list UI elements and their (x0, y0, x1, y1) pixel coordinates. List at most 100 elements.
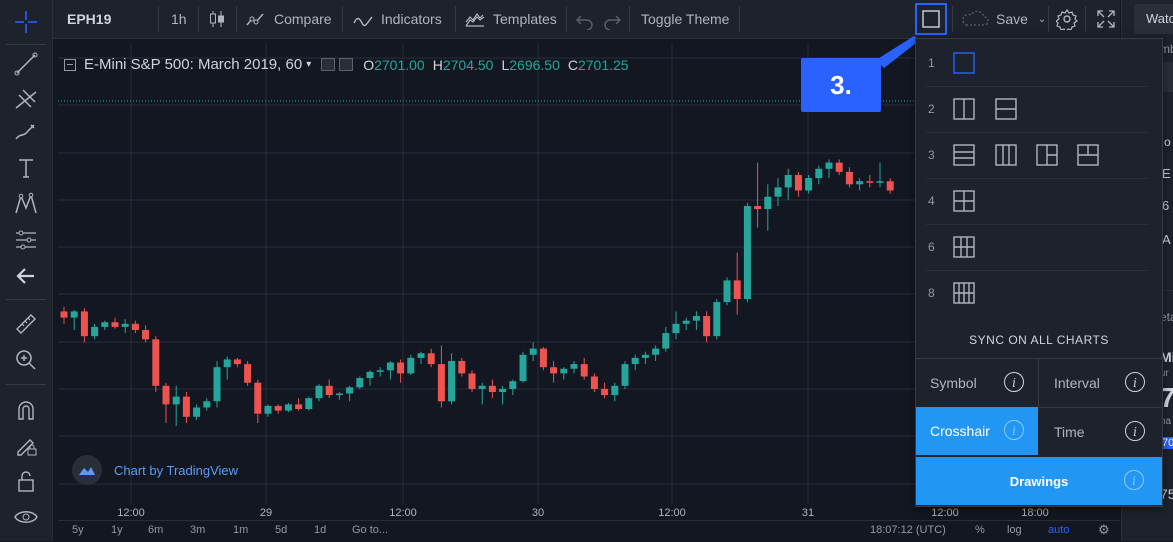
drawing-toolbar (0, 0, 53, 541)
candle-body (580, 364, 588, 377)
candle-body (703, 316, 711, 337)
layout-3-columns-icon[interactable] (994, 143, 1018, 167)
layout-button[interactable] (915, 3, 947, 35)
sync-interval-toggle[interactable]: Interval i (1039, 358, 1162, 407)
layout-1-icon[interactable] (952, 51, 976, 75)
candle (652, 345, 660, 361)
low-value: 2696.50 (509, 56, 560, 73)
info-icon[interactable]: i (1004, 372, 1024, 392)
candle (60, 306, 68, 324)
candle (325, 379, 333, 399)
time-axis-label: 29 (260, 507, 272, 519)
candle (754, 162, 762, 228)
compare-label: Compare (274, 11, 332, 27)
crosshair-icon[interactable] (8, 4, 44, 40)
layout-3-rows-icon[interactable] (952, 143, 976, 167)
compare-button[interactable]: Compare (244, 0, 332, 38)
symbol-search[interactable]: EPH19 (67, 11, 112, 27)
pitchfork-icon[interactable] (8, 80, 44, 116)
range-1m[interactable]: 1m (233, 524, 249, 536)
candle (570, 361, 578, 374)
layout-4-icon[interactable] (952, 189, 976, 213)
sync-drawings-toggle[interactable]: Drawings i (916, 457, 1162, 505)
candle-body (641, 354, 649, 358)
info-icon[interactable]: i (1124, 470, 1144, 490)
chevron-down-icon[interactable]: ⌄ (1037, 13, 1047, 25)
candle-body (754, 206, 762, 210)
candle (856, 178, 864, 191)
gear-icon[interactable]: ⚙ (1098, 522, 1110, 537)
candle-body (652, 348, 660, 355)
brush-icon[interactable] (8, 114, 44, 150)
series-menu-icon[interactable]: ▾ (306, 59, 312, 70)
info-icon[interactable]: i (1004, 420, 1024, 440)
range-5d[interactable]: 5d (275, 524, 288, 536)
collapse-icon[interactable] (64, 58, 76, 71)
trend-line-icon[interactable] (8, 46, 44, 82)
watchlist-tab[interactable]: Watc (1134, 4, 1173, 34)
watermark-text: Chart by TradingView (114, 462, 239, 478)
save-button[interactable]: Save ⌄ (960, 0, 1046, 38)
candle-body (866, 181, 874, 183)
candle-body (733, 280, 741, 299)
sync-crosshair-toggle[interactable]: Crosshair i (916, 407, 1038, 455)
candle (764, 184, 772, 231)
range-5y[interactable]: 5y (72, 524, 84, 536)
range-3m[interactable]: 3m (190, 524, 206, 536)
clock[interactable]: 18:07:12 (UTC) (870, 524, 946, 536)
interval-button[interactable]: 1h (171, 11, 187, 27)
magnet-icon[interactable] (8, 392, 44, 428)
close-label: C (567, 56, 578, 73)
sync-time-toggle[interactable]: Time i (1039, 407, 1162, 456)
log-toggle[interactable]: log (1007, 524, 1022, 536)
candle (580, 357, 588, 380)
layout-3-top-split-icon[interactable] (1076, 143, 1100, 167)
layout-2-vertical-icon[interactable] (952, 97, 976, 121)
info-icon[interactable]: i (1125, 372, 1145, 392)
back-arrow-icon[interactable] (8, 258, 44, 294)
eye-toggle-icon[interactable] (321, 58, 336, 71)
unlock-icon[interactable] (8, 463, 44, 499)
candle (193, 404, 201, 420)
range-1y[interactable]: 1y (111, 524, 123, 536)
eye-icon[interactable] (8, 499, 44, 535)
candle-body (845, 171, 853, 185)
candle-body (233, 359, 241, 365)
range-6m[interactable]: 6m (148, 524, 164, 536)
candle (560, 367, 568, 380)
tradingview-watermark[interactable]: Chart by TradingView (72, 455, 238, 485)
layout-6-icon[interactable] (952, 235, 976, 259)
time-axis-label: 18:00 (1021, 507, 1049, 519)
undo-button[interactable] (574, 0, 596, 38)
templates-button[interactable]: Templates (464, 0, 557, 38)
pattern-icon[interactable] (8, 186, 44, 222)
zoom-in-icon[interactable] (8, 342, 44, 378)
candle-body (91, 326, 99, 337)
sync-symbol-toggle[interactable]: Symbol i (916, 358, 1039, 407)
layout-8-icon[interactable] (952, 281, 976, 305)
redo-button[interactable] (601, 0, 623, 38)
layout-3-left-split-icon[interactable] (1035, 143, 1059, 167)
toggle-theme-button[interactable]: Toggle Theme (641, 11, 730, 27)
layout-2-horizontal-icon[interactable] (994, 97, 1018, 121)
fullscreen-button[interactable] (1095, 0, 1117, 38)
candle-body (570, 364, 578, 369)
chart-style-button[interactable] (206, 0, 228, 38)
auto-toggle[interactable]: auto (1048, 524, 1070, 536)
lock-drawing-icon[interactable] (8, 427, 44, 463)
candle-body (366, 371, 374, 379)
percent-toggle[interactable]: % (975, 524, 985, 536)
range-1d[interactable]: 1d (314, 524, 327, 536)
settings-button[interactable] (1056, 0, 1078, 38)
prediction-icon[interactable] (8, 222, 44, 258)
indicators-button[interactable]: Indicators (352, 0, 442, 38)
ruler-icon[interactable] (8, 306, 44, 342)
compare-icon (246, 13, 264, 26)
candle-body (611, 385, 619, 396)
candle-body (427, 353, 435, 365)
settings-toggle-icon[interactable] (339, 58, 354, 71)
goto-button[interactable]: Go to... (352, 524, 389, 536)
series-title[interactable]: E-Mini S&P 500: March 2019, 60 (84, 56, 303, 73)
text-icon[interactable] (8, 150, 44, 186)
info-icon[interactable]: i (1125, 421, 1145, 441)
